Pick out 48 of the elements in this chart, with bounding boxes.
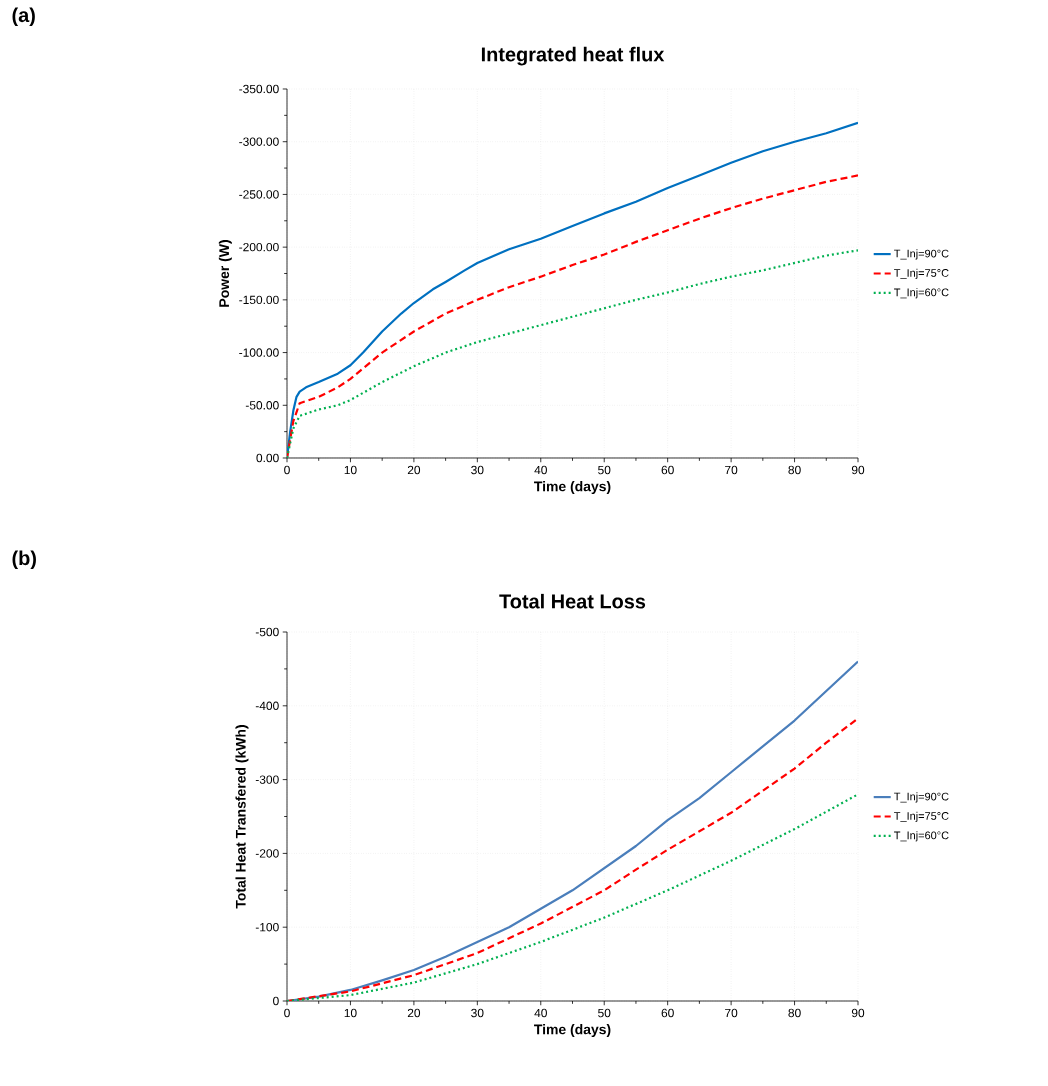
x-tick-label: 30	[471, 465, 484, 475]
x-tick-label: 50	[598, 465, 611, 475]
legend-label: T_Inj=60°C	[894, 288, 949, 299]
x-tick-label: 70	[725, 465, 738, 475]
y-axis-title: Total Heat Transfered (kWh)	[235, 725, 249, 909]
x-tick-label: 60	[661, 465, 674, 475]
x-tick-label: 30	[471, 1008, 484, 1018]
x-tick-label: 0	[284, 465, 290, 475]
x-tick-label: 70	[725, 1008, 738, 1018]
y-tick-label: -400	[255, 701, 279, 711]
y-tick-label: -250.00	[239, 190, 279, 199]
x-axis-title: Time (days)	[534, 481, 611, 495]
y-tick-label: -150.00	[239, 295, 279, 305]
x-tick-label: 40	[534, 1008, 547, 1018]
text: (b)	[12, 550, 36, 570]
legend-label: T_Inj=75°C	[894, 811, 949, 822]
y-tick-label: -500	[255, 627, 279, 637]
x-tick-label: 50	[598, 1008, 611, 1018]
y-tick-label: -300	[255, 775, 279, 784]
text: (a)	[12, 7, 35, 27]
y-tick-label: -100.00	[239, 348, 279, 357]
y-tick-label: 0.00	[256, 453, 279, 463]
legend-label: T_Inj=60°C	[894, 831, 949, 842]
y-tick-label: -200	[255, 849, 279, 858]
legend-label: T_Inj=90°C	[894, 249, 949, 260]
x-tick-label: 40	[534, 465, 547, 475]
x-axis-title: Time (days)	[534, 1024, 611, 1038]
chart-title: Integrated heat flux	[481, 46, 665, 66]
y-tick-label: -200.00	[239, 242, 279, 252]
y-axis-title: Power (W)	[218, 240, 232, 307]
x-tick-label: 60	[661, 1008, 674, 1018]
legend-label: T_Inj=90°C	[894, 792, 949, 803]
y-tick-label: -300.00	[239, 137, 279, 146]
x-tick-label: 20	[407, 1008, 421, 1018]
y-tick-label: 0	[273, 996, 279, 1006]
chart-title: Total Heat Loss	[499, 593, 646, 609]
x-tick-label: 10	[344, 1008, 357, 1018]
x-tick-label: 90	[851, 465, 865, 475]
y-tick-label: -100	[255, 922, 279, 932]
x-tick-label: 80	[788, 1008, 801, 1018]
x-tick-label: 80	[788, 465, 801, 475]
legend-label: T_Inj=75°C	[894, 268, 949, 279]
x-tick-label: 20	[407, 465, 421, 475]
y-tick-label: -50.00	[245, 401, 279, 410]
y-tick-label: -350.00	[239, 84, 279, 94]
x-tick-label: 0	[284, 1008, 290, 1018]
x-tick-label: 10	[344, 465, 357, 475]
x-tick-label: 90	[851, 1008, 865, 1018]
